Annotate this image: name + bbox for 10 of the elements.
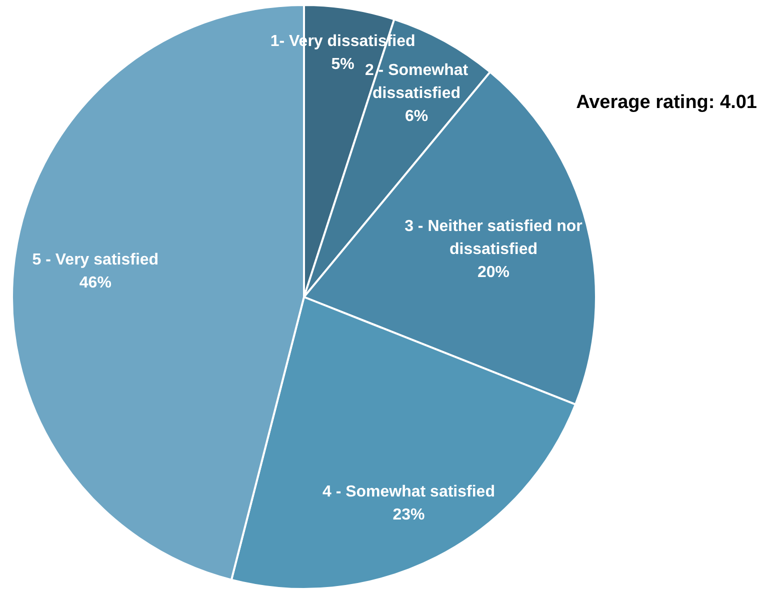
slice-label: 3 - Neither satisfied nor dissatisfied [404,218,582,258]
data-label: 46% [79,274,112,292]
data-label: 23% [392,506,425,524]
data-label: 5% [331,56,354,73]
data-label: 20% [477,264,510,281]
data-label: 6% [404,108,428,125]
slice-label: 4 - Somewhat satisfied [322,484,495,501]
text: Average rating: 4.01 [576,92,758,113]
slice-label: 5 - Very satisfied [32,252,159,269]
slice-label: 2 - Somewhat dissatisfied [364,62,469,102]
